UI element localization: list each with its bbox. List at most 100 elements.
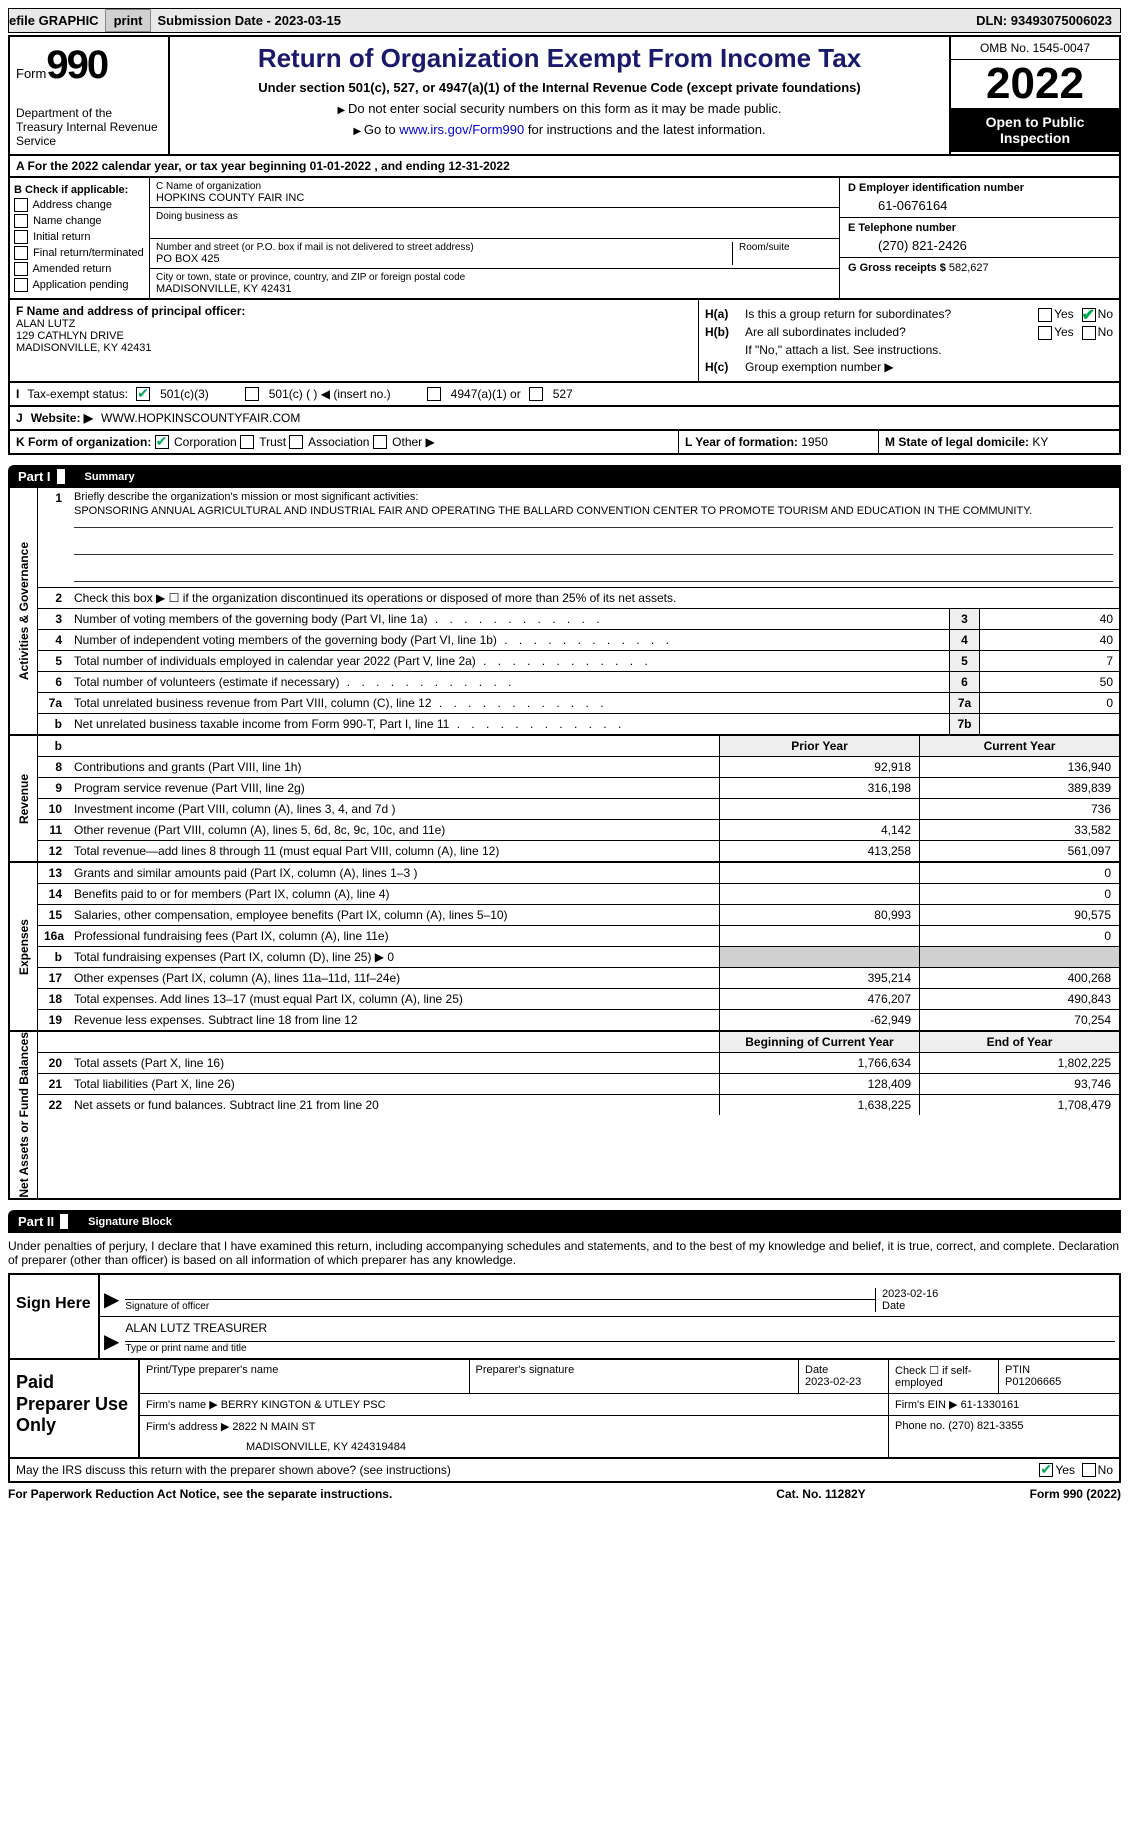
- summary-row: 17Other expenses (Part IX, column (A), l…: [38, 968, 1119, 989]
- cb-name-change[interactable]: [14, 214, 28, 228]
- summary-row: 11Other revenue (Part VIII, column (A), …: [38, 820, 1119, 841]
- org-name: HOPKINS COUNTY FAIR INC: [156, 192, 833, 204]
- omb-number: OMB No. 1545-0047: [951, 37, 1119, 60]
- instruction-ssn: Do not enter social security numbers on …: [180, 101, 939, 116]
- prep-date: 2023-02-23: [805, 1376, 861, 1388]
- row-i-tax-status: I Tax-exempt status: 501(c)(3) 501(c) ( …: [8, 383, 1121, 407]
- penalties-statement: Under penalties of perjury, I declare th…: [8, 1233, 1121, 1273]
- form-subtitle: Under section 501(c), 527, or 4947(a)(1)…: [180, 80, 939, 95]
- cb-trust[interactable]: [240, 435, 254, 449]
- col-d-ein-phone: D Employer identification number 61-0676…: [839, 178, 1119, 298]
- row-b-marker: b: [38, 736, 68, 756]
- summary-row: 21Total liabilities (Part X, line 26)128…: [38, 1074, 1119, 1095]
- cb-discuss-no[interactable]: [1082, 1463, 1096, 1477]
- cb-initial-return[interactable]: [14, 230, 28, 244]
- summary-row: 9Program service revenue (Part VIII, lin…: [38, 778, 1119, 799]
- cb-501c[interactable]: [245, 387, 259, 401]
- irs-link[interactable]: www.irs.gov/Form990: [399, 122, 524, 137]
- summary-row: 12Total revenue—add lines 8 through 11 (…: [38, 841, 1119, 861]
- cb-other[interactable]: [373, 435, 387, 449]
- summary-row: 3Number of voting members of the governi…: [38, 609, 1119, 630]
- gross-receipts: 582,627: [949, 262, 989, 274]
- efile-link[interactable]: efile GRAPHIC: [9, 13, 99, 28]
- officer-print-name: ALAN LUTZ TREASURER: [125, 1321, 1115, 1341]
- row-j-website: J Website: ▶ WWW.HOPKINSCOUNTYFAIR.COM: [8, 407, 1121, 431]
- page-footer: For Paperwork Reduction Act Notice, see …: [8, 1483, 1121, 1505]
- department: Department of the Treasury Internal Reve…: [16, 106, 162, 148]
- org-address: PO BOX 425: [156, 253, 726, 265]
- summary-netassets: Net Assets or Fund Balances Beginning of…: [8, 1032, 1121, 1200]
- firm-phone: (270) 821-3355: [948, 1420, 1023, 1432]
- mission-text: SPONSORING ANNUAL AGRICULTURAL AND INDUS…: [74, 503, 1113, 528]
- sign-date: 2023-02-16: [882, 1288, 1115, 1300]
- website: WWW.HOPKINSCOUNTYFAIR.COM: [101, 411, 300, 425]
- cb-hb-no[interactable]: [1082, 326, 1096, 340]
- cb-assoc[interactable]: [289, 435, 303, 449]
- col-b-checkboxes: B Check if applicable: Address change Na…: [10, 178, 150, 298]
- instruction-url: Go to www.irs.gov/Form990 for instructio…: [180, 122, 939, 137]
- summary-row: bTotal fundraising expenses (Part IX, co…: [38, 947, 1119, 968]
- summary-row: 8Contributions and grants (Part VIII, li…: [38, 757, 1119, 778]
- summary-row: 5Total number of individuals employed in…: [38, 651, 1119, 672]
- part-2-header: Part II Signature Block: [8, 1210, 1121, 1233]
- form-header: Form990 Department of the Treasury Inter…: [8, 35, 1121, 156]
- cb-discuss-yes[interactable]: [1039, 1463, 1053, 1477]
- summary-governance: Activities & Governance 1 Briefly descri…: [8, 488, 1121, 736]
- officer-name: ALAN LUTZ: [16, 318, 692, 330]
- summary-revenue: Revenue b Prior Year Current Year 8Contr…: [8, 736, 1121, 863]
- row-a-tax-year: A For the 2022 calendar year, or tax yea…: [8, 156, 1121, 178]
- section-f-h: F Name and address of principal officer:…: [8, 300, 1121, 383]
- signature-arrow-icon: ▶: [104, 1329, 119, 1354]
- summary-row: 19Revenue less expenses. Subtract line 1…: [38, 1010, 1119, 1030]
- summary-row: 7aTotal unrelated business revenue from …: [38, 693, 1119, 714]
- col-c-org-info: C Name of organization HOPKINS COUNTY FA…: [150, 178, 839, 298]
- cb-corp[interactable]: [155, 435, 169, 449]
- cb-527[interactable]: [529, 387, 543, 401]
- summary-row: 4Number of independent voting members of…: [38, 630, 1119, 651]
- officer-addr1: 129 CATHLYN DRIVE: [16, 330, 692, 342]
- summary-row: 15Salaries, other compensation, employee…: [38, 905, 1119, 926]
- summary-row: bNet unrelated business taxable income f…: [38, 714, 1119, 734]
- summary-row: 13Grants and similar amounts paid (Part …: [38, 863, 1119, 884]
- summary-row: 6Total number of volunteers (estimate if…: [38, 672, 1119, 693]
- print-button[interactable]: print: [105, 9, 152, 32]
- cb-hb-yes[interactable]: [1038, 326, 1052, 340]
- summary-row: 14Benefits paid to or for members (Part …: [38, 884, 1119, 905]
- cb-amended-return[interactable]: [14, 262, 28, 276]
- cb-4947[interactable]: [427, 387, 441, 401]
- summary-row: 16aProfessional fundraising fees (Part I…: [38, 926, 1119, 947]
- ein: 61-0676164: [848, 198, 1111, 213]
- firm-addr: 2822 N MAIN ST: [232, 1421, 315, 1433]
- cb-ha-yes[interactable]: [1038, 308, 1052, 322]
- phone: (270) 821-2426: [848, 238, 1111, 253]
- top-toolbar: efile GRAPHIC print Submission Date - 20…: [8, 8, 1121, 33]
- summary-row: 20Total assets (Part X, line 16)1,766,63…: [38, 1053, 1119, 1074]
- firm-name: BERRY KINGTON & UTLEY PSC: [221, 1399, 386, 1411]
- signature-arrow-icon: ▶: [104, 1287, 119, 1312]
- summary-expenses: Expenses 13Grants and similar amounts pa…: [8, 863, 1121, 1032]
- submission-label: Submission Date - 2023-03-15: [157, 13, 341, 28]
- irs-discuss-row: May the IRS discuss this return with the…: [8, 1459, 1121, 1483]
- open-to-public: Open to Public Inspection: [951, 108, 1119, 152]
- summary-row: 10Investment income (Part VIII, column (…: [38, 799, 1119, 820]
- year-formation: 1950: [801, 435, 828, 449]
- summary-row: 18Total expenses. Add lines 13–17 (must …: [38, 989, 1119, 1010]
- tax-year: 2022: [951, 60, 1119, 108]
- cb-ha-no[interactable]: [1082, 308, 1096, 322]
- cb-final-return[interactable]: [14, 246, 28, 260]
- firm-ein: 61-1330161: [961, 1399, 1020, 1411]
- form-title: Return of Organization Exempt From Incom…: [180, 43, 939, 74]
- paid-preparer-block: Paid Preparer Use Only Print/Type prepar…: [8, 1360, 1121, 1459]
- ptin: P01206665: [1005, 1376, 1061, 1388]
- org-city: MADISONVILLE, KY 42431: [156, 283, 833, 295]
- dln: DLN: 93493075006023: [976, 13, 1120, 28]
- part-1-header: Part I Summary: [8, 465, 1121, 488]
- cb-application-pending[interactable]: [14, 278, 28, 292]
- cb-501c3[interactable]: [136, 387, 150, 401]
- section-b-c-d: B Check if applicable: Address change Na…: [8, 178, 1121, 300]
- cb-address-change[interactable]: [14, 198, 28, 212]
- officer-addr2: MADISONVILLE, KY 42431: [16, 342, 692, 354]
- sign-here-block: Sign Here ▶ Signature of officer 2023-02…: [8, 1273, 1121, 1360]
- firm-addr2: MADISONVILLE, KY 424319484: [146, 1441, 882, 1453]
- form-number: 990: [46, 43, 107, 87]
